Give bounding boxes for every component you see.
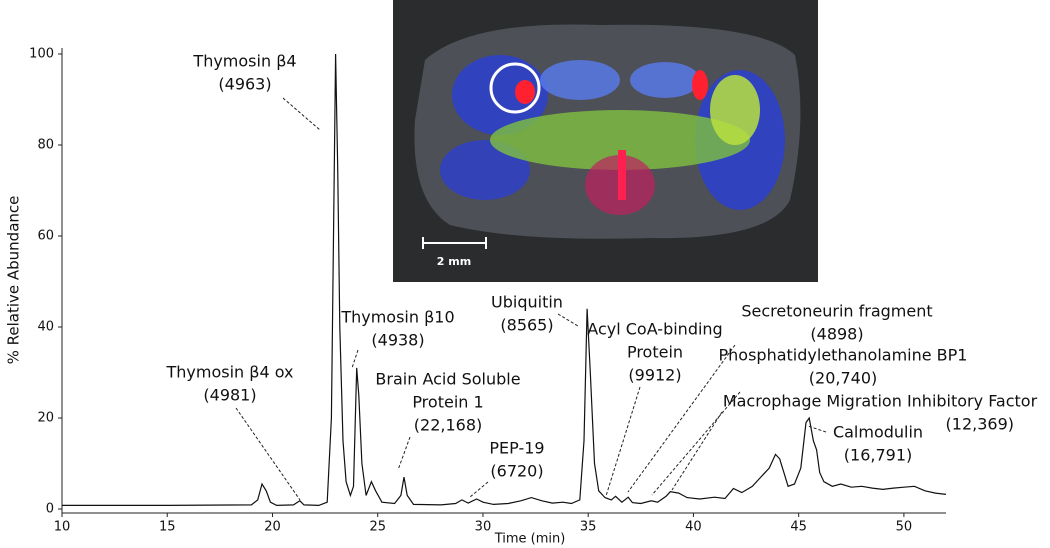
annotation: (4938) (371, 331, 424, 350)
x-tick-label: 20 (264, 520, 281, 535)
annotation: (20,740) (809, 369, 877, 388)
annotation: Secretoneurin fragment (741, 302, 932, 321)
x-tick-label: 50 (896, 520, 913, 535)
annotation: Acyl CoA-binding (587, 320, 722, 339)
annotation: Macrophage Migration Inhibitory Factor (723, 392, 1038, 411)
leader-line (282, 97, 321, 131)
annotation: (12,369) (946, 415, 1014, 434)
leader-line (397, 436, 411, 471)
x-tick-label: 45 (790, 520, 807, 535)
annotation: (4963) (218, 75, 271, 94)
x-tick-label: 10 (54, 520, 71, 535)
annotation: Thymosin β4 (192, 52, 296, 71)
annotation: Protein 1 (412, 393, 483, 412)
y-tick-label: 100 (29, 47, 54, 62)
leader-line (651, 391, 741, 496)
annotation: Protein (627, 343, 683, 362)
x-tick-label: 15 (159, 520, 176, 535)
annotation: Thymosin β4 ox (165, 363, 293, 382)
leader-line (671, 411, 723, 491)
annotation: (8565) (500, 316, 553, 335)
leader-line (235, 407, 301, 501)
leader-line (469, 481, 489, 498)
x-tick-label: 40 (685, 520, 702, 535)
annotation: (9912) (628, 366, 681, 385)
annotation: (22,168) (414, 416, 482, 435)
y-tick-label: 0 (46, 502, 54, 517)
annotation: Phosphatidylethanolamine BP1 (719, 346, 968, 365)
inset-image: 2 mm (393, 0, 818, 282)
annotation: Calmodulin (833, 423, 923, 442)
annotation: (4981) (203, 386, 256, 405)
x-tick-label: 35 (580, 520, 597, 535)
y-tick-label: 60 (37, 229, 54, 244)
annotation: (4898) (810, 325, 863, 344)
trace (62, 53, 947, 507)
x-tick-label: 25 (369, 520, 386, 535)
annotation: Thymosin β10 (340, 308, 454, 327)
annotation: Ubiquitin (491, 293, 563, 312)
annotation: (6720) (490, 462, 543, 481)
leader-line (627, 344, 736, 493)
x-tick-label: 30 (475, 520, 492, 535)
y-axis-label: % Relative Abundance (5, 196, 23, 365)
y-tick-label: 80 (37, 138, 54, 153)
leader-line (351, 349, 359, 369)
y-tick-label: 20 (37, 411, 54, 426)
scale-bar-label: 2 mm (437, 255, 471, 268)
leader-line (807, 425, 827, 433)
y-tick-label: 40 (37, 320, 54, 335)
leader-line (557, 313, 579, 327)
annotation: (16,791) (844, 446, 912, 465)
x-axis-label: Time (min) (494, 532, 566, 547)
annotation: Brain Acid Soluble (375, 370, 520, 389)
annotation: PEP-19 (489, 439, 544, 458)
leader-line (605, 386, 641, 497)
